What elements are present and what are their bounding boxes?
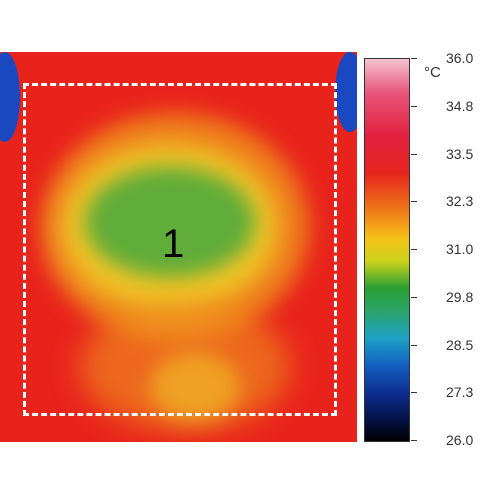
scale-tick-label: 31.0 [446,241,474,257]
scale-tick-label: 29.8 [446,288,474,305]
scale-tick-label: 36.0 [446,50,474,66]
scale-tick [411,105,417,107]
scale-tick [411,296,417,298]
scale-tick [411,249,417,250]
thermal-image [0,52,357,442]
scale-tick-label: 26.0 [446,432,474,448]
roi-label: 1 [162,222,185,266]
color-scale-bar [364,58,410,442]
scale-tick-label: 33.5 [446,145,474,162]
scale-tick [411,392,417,394]
scale-tick-label: 28.5 [446,336,474,353]
thermal-blob-lower-yellow [150,352,240,422]
scale-tick [411,344,417,346]
scale-unit: °C [424,64,441,81]
scale-tick-label: 34.8 [446,97,474,114]
scale-tick [411,153,417,155]
roi-box [23,83,337,416]
scale-tick-label: 32.3 [446,193,474,210]
scale-tick [411,440,417,441]
thermal-blob-blue-right [335,52,357,132]
scale-tick [411,58,417,59]
thermal-blob-green [85,167,255,277]
scale-tick [411,201,417,203]
thermal-blob-blue-left [0,52,20,142]
scale-tick-label: 27.3 [446,384,474,401]
